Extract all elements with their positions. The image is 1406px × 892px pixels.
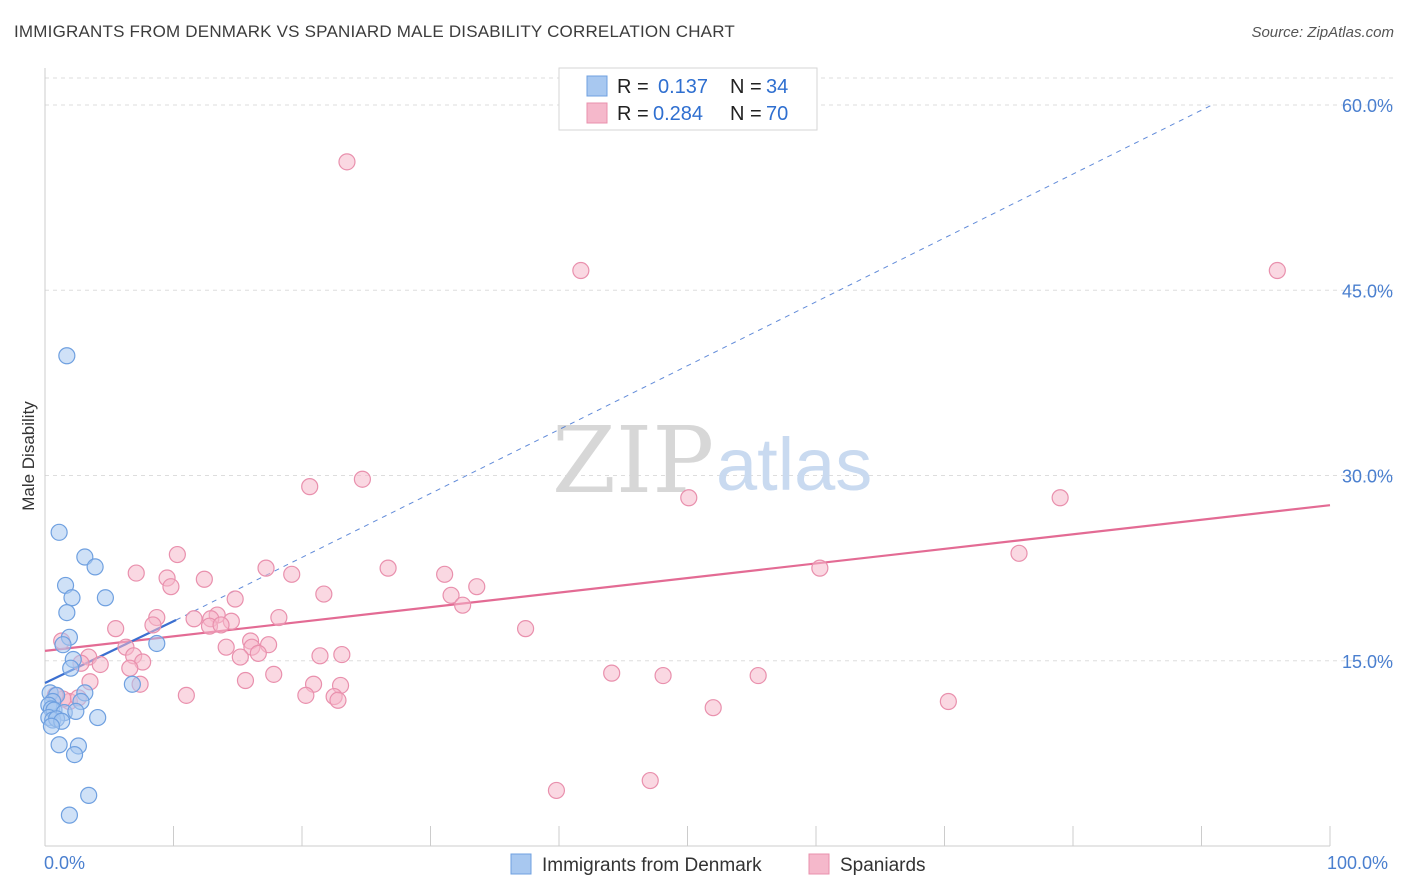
spaniard-point <box>127 564 145 582</box>
denmark-point <box>89 708 107 727</box>
legend-bottom-label-spaniards: Spaniards <box>840 855 926 876</box>
spaniard-point <box>301 478 319 496</box>
spaniard-point <box>185 610 203 628</box>
spaniard-point <box>704 699 722 717</box>
y-axis-label: Male Disability <box>19 401 38 511</box>
watermark: ZIP atlas <box>552 407 872 514</box>
legend-top: R = 0.137 N = 34 R = 0.284 N = 70 <box>558 67 818 131</box>
denmark-point <box>80 786 98 804</box>
denmark-point <box>86 558 104 576</box>
legend-r-label-denmark: R = <box>617 76 654 98</box>
chart-source: Source: ZipAtlas.com <box>1251 24 1394 41</box>
legend-swatch-denmark <box>586 75 608 97</box>
spaniard-point <box>315 585 333 603</box>
y-tick-label: 30.0% <box>1342 467 1393 487</box>
spaniard-point <box>654 666 672 685</box>
spaniard-point <box>603 664 621 682</box>
spaniard-point <box>379 559 397 577</box>
spaniard-point <box>283 565 301 583</box>
y-tick-label: 60.0% <box>1342 96 1393 116</box>
denmark-point <box>76 548 94 566</box>
spaniard-point <box>270 608 288 627</box>
denmark-point <box>58 347 76 365</box>
spaniard-point <box>217 638 235 656</box>
spaniard-point <box>311 647 329 665</box>
y-tick-label: 15.0% <box>1342 652 1393 672</box>
denmark-point <box>63 589 81 607</box>
x-ticks <box>173 826 1331 846</box>
y-tick-label: 45.0% <box>1342 281 1393 301</box>
denmark-point <box>148 634 166 653</box>
spaniard-point <box>353 470 371 488</box>
spaniard-point <box>811 559 829 577</box>
legend-bottom: Immigrants from Denmark Spaniards <box>510 853 926 876</box>
legend-swatch-spaniards <box>586 102 608 124</box>
spaniard-point <box>333 645 351 664</box>
legend-n-value-spaniards: 70 <box>766 103 788 125</box>
legend-bottom-label-denmark: Immigrants from Denmark <box>542 855 762 876</box>
spaniard-point <box>1051 489 1069 507</box>
spaniard-point <box>121 659 139 677</box>
x-tick-label-min: 0.0% <box>44 853 85 873</box>
spaniard-point <box>641 771 659 790</box>
spaniard-point <box>226 590 244 608</box>
spaniard-point <box>516 620 535 638</box>
chart-title: IMMIGRANTS FROM DENMARK VS SPANIARD MALE… <box>14 22 735 41</box>
x-tick-label-max: 100.0% <box>1327 853 1388 873</box>
legend-bottom-swatch-denmark <box>510 853 532 875</box>
legend-r-value-spaniards: 0.284 <box>653 103 703 125</box>
spaniard-trend-line <box>44 504 1331 652</box>
spaniard-point <box>107 620 125 638</box>
spaniard-point <box>442 586 460 604</box>
spaniard-point <box>749 666 767 685</box>
spaniard-point <box>249 644 267 662</box>
spaniard-point <box>1268 261 1286 280</box>
denmark-point <box>96 589 114 607</box>
spaniard-point <box>329 691 347 709</box>
spaniard-point <box>265 665 283 683</box>
spaniard-point <box>231 648 249 666</box>
spaniard-point <box>454 596 472 614</box>
spaniard-point <box>144 616 162 634</box>
denmark-point <box>42 717 61 735</box>
denmark-point <box>50 736 68 754</box>
denmark-point <box>54 636 72 654</box>
spaniard-point <box>91 655 109 674</box>
legend-r-value-denmark: 0.137 <box>658 76 708 98</box>
denmark-point <box>58 603 76 622</box>
spaniard-point <box>236 671 255 690</box>
data-points <box>40 153 1286 824</box>
spaniard-point <box>177 686 195 704</box>
denmark-point <box>123 675 141 693</box>
spaniard-point <box>168 545 186 564</box>
spaniard-point <box>338 153 356 171</box>
spaniard-point <box>212 616 230 634</box>
spaniard-point <box>1010 544 1028 562</box>
denmark-point <box>62 659 80 677</box>
y-tick-labels: 15.0% 30.0% 45.0% 60.0% <box>1342 96 1393 672</box>
spaniard-point <box>436 565 454 583</box>
denmark-trend-dashed <box>175 104 1213 621</box>
watermark-atlas: atlas <box>716 423 872 506</box>
spaniard-point <box>297 686 315 704</box>
legend-bottom-swatch-spaniards <box>808 853 830 875</box>
denmark-point <box>50 523 68 541</box>
legend-r-label-spaniards: R = <box>617 103 654 125</box>
spaniard-point <box>468 578 486 596</box>
denmark-point <box>67 702 85 720</box>
legend-n-value-denmark: 34 <box>766 76 788 98</box>
legend-n-label-denmark: N = <box>730 76 767 98</box>
spaniard-point <box>195 570 213 588</box>
denmark-point <box>65 746 84 764</box>
spaniard-point <box>572 261 590 280</box>
spaniard-point <box>162 578 180 596</box>
spaniard-point <box>939 692 957 711</box>
legend-n-label-spaniards: N = <box>730 103 767 125</box>
denmark-point <box>60 806 79 824</box>
spaniard-point <box>680 489 698 507</box>
spaniard-point <box>547 781 566 800</box>
spaniard-point <box>257 559 275 577</box>
